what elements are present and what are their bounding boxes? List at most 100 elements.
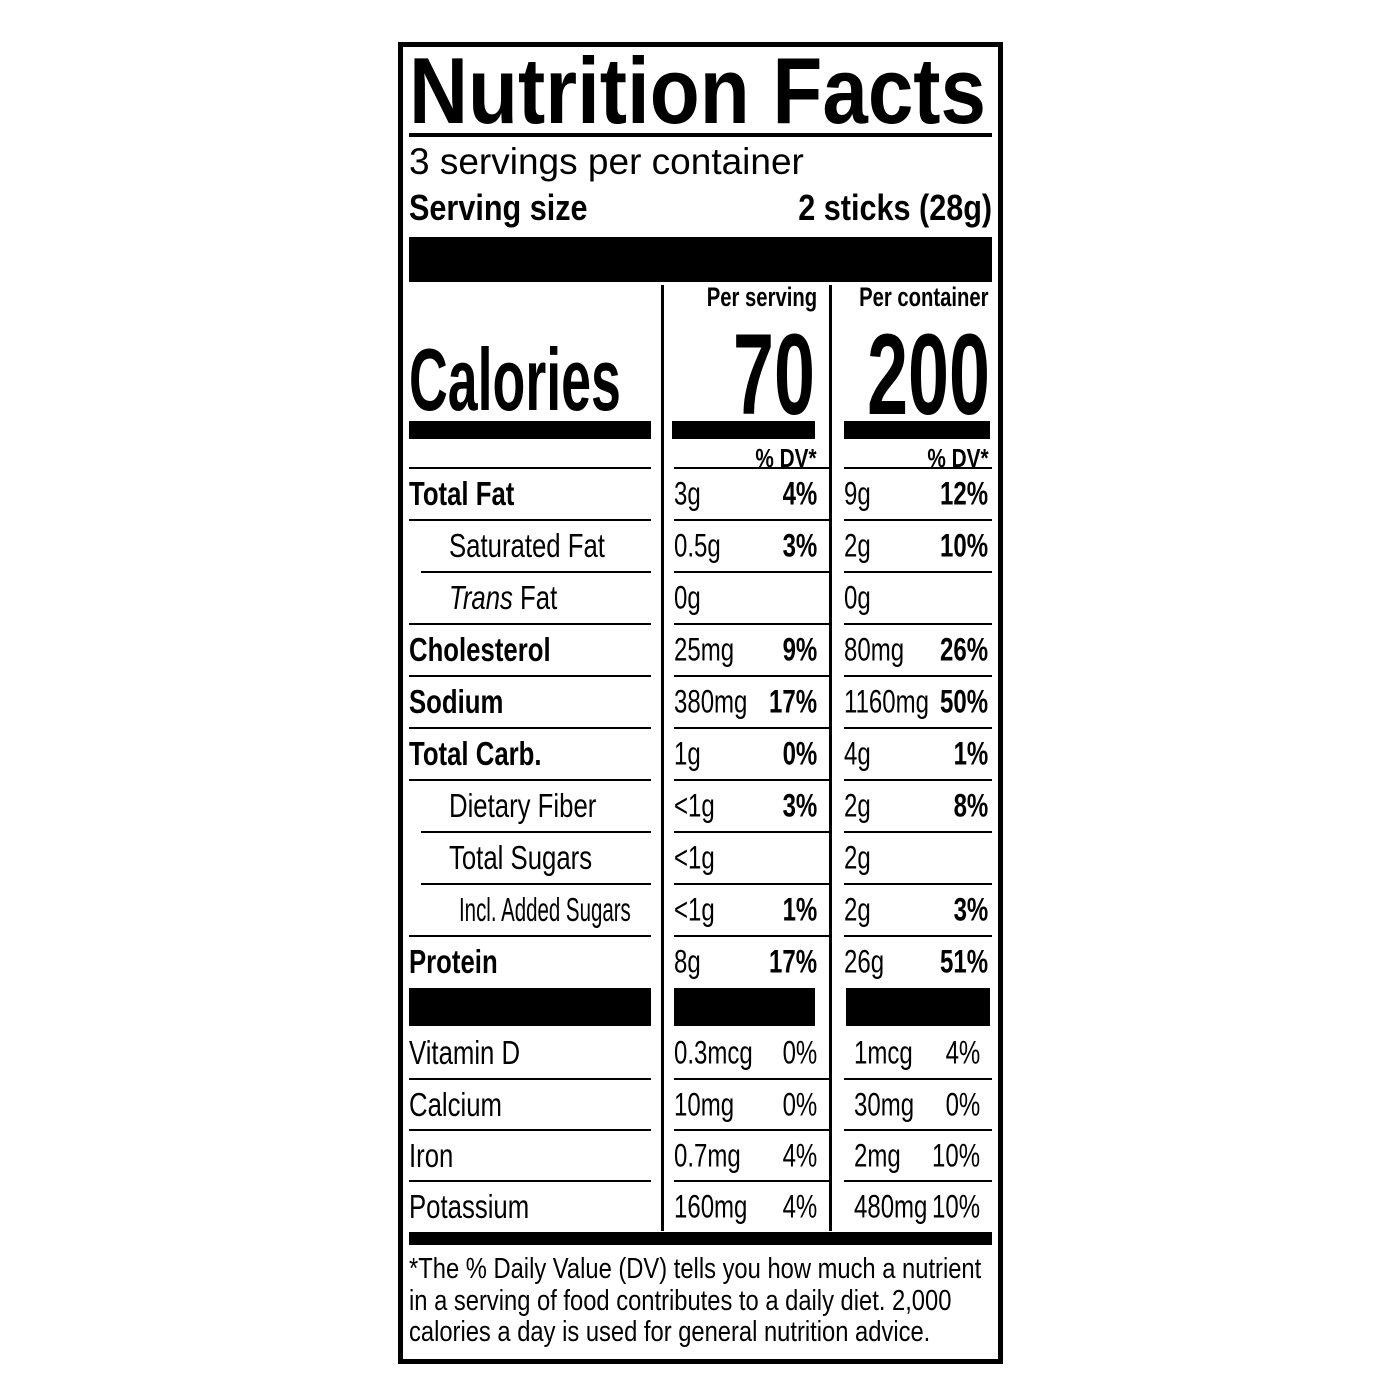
amount-per-container: 2mg bbox=[854, 1137, 901, 1173]
dv-per-serving: 17% bbox=[768, 683, 817, 720]
dv-per-serving: 4% bbox=[782, 1188, 817, 1224]
dv-per-container: 51% bbox=[939, 943, 988, 980]
dv-header-serving: % DV* bbox=[755, 443, 817, 473]
nutrient-name: Iron bbox=[409, 1136, 454, 1174]
calories-section: Calories Per serving 70 % DV* Per contai… bbox=[409, 282, 992, 473]
dv-per-serving: 1% bbox=[782, 891, 817, 928]
nutrient-row-potassium: Potassium 160mg 4% 480mg 10% bbox=[409, 1180, 992, 1231]
amount-per-serving: 1g bbox=[674, 735, 701, 772]
amount-per-serving: <1g bbox=[674, 839, 715, 876]
nutrient-name: Total Carb. bbox=[409, 735, 542, 772]
nutrient-name: Dietary Fiber bbox=[449, 787, 597, 824]
dv-per-serving: 17% bbox=[768, 943, 817, 980]
label-title-text: Nutrition Facts bbox=[409, 38, 987, 143]
footnote: *The % Daily Value (DV) tells you how mu… bbox=[409, 1245, 992, 1349]
dv-per-serving: 0% bbox=[782, 1034, 817, 1070]
amount-per-container: 2g bbox=[844, 527, 871, 564]
dv-per-serving: 4% bbox=[782, 475, 817, 512]
nutrient-row-sodium: Sodium 380mg 17% 1160mg 50% bbox=[409, 675, 992, 727]
nutrient-row-total-sugars: Total Sugars <1g 2g bbox=[409, 831, 992, 883]
amount-per-container: 480mg bbox=[854, 1188, 928, 1224]
divider-bar-segment bbox=[846, 988, 990, 1026]
amount-per-serving: <1g bbox=[674, 787, 715, 824]
amount-per-container: 80mg bbox=[844, 631, 905, 668]
nutrient-row-saturated-fat: Saturated Fat 0.5g 3% 2g 10% bbox=[409, 519, 992, 571]
thick-divider-bar-top bbox=[409, 237, 992, 282]
amount-per-serving: 0.3mcg bbox=[674, 1034, 753, 1070]
nutrient-name: Vitamin D bbox=[409, 1033, 521, 1071]
serving-size-label: Serving size bbox=[409, 187, 588, 228]
calories-underline-bar bbox=[844, 421, 990, 439]
amount-per-container: 2g bbox=[844, 787, 871, 824]
nutrient-row-vitamin-d: Vitamin D 0.3mcg 0% 1mcg 4% bbox=[409, 1027, 992, 1078]
nutrient-row-calcium: Calcium 10mg 0% 30mg 0% bbox=[409, 1078, 992, 1129]
nutrient-row-trans-fat: Trans Fat 0g 0g bbox=[409, 571, 992, 623]
amount-per-serving: <1g bbox=[674, 891, 715, 928]
per-serving-column: Per serving 70 % DV* bbox=[661, 282, 829, 473]
calories-label-column: Calories bbox=[409, 285, 661, 467]
amount-per-container: 9g bbox=[844, 475, 871, 512]
dv-per-serving: 0% bbox=[782, 735, 817, 772]
per-serving-header: Per serving bbox=[706, 282, 817, 312]
nutrient-name: Trans Fat bbox=[449, 579, 558, 616]
nutrient-name: Saturated Fat bbox=[449, 527, 605, 564]
nutrient-name: Cholesterol bbox=[409, 631, 551, 668]
nutrient-name: Protein bbox=[409, 943, 498, 980]
amount-per-serving: 8g bbox=[674, 943, 701, 980]
nutrient-name: Total Fat bbox=[409, 475, 515, 512]
nutrient-row-cholesterol: Cholesterol 25mg 9% 80mg 26% bbox=[409, 623, 992, 675]
amount-per-container: 2g bbox=[844, 891, 871, 928]
dv-per-container: 10% bbox=[931, 1188, 980, 1224]
divider-bar-segment bbox=[409, 988, 651, 1026]
nutrition-facts-label: Nutrition Facts 3 servings per container… bbox=[398, 42, 1003, 1364]
nutrient-row-total-carb: Total Carb. 1g 0% 4g 1% bbox=[409, 727, 992, 779]
dv-per-container: 10% bbox=[931, 1137, 980, 1173]
amount-per-serving: 0.5g bbox=[674, 527, 721, 564]
dv-per-container: 8% bbox=[953, 787, 988, 824]
amount-per-serving: 25mg bbox=[674, 631, 735, 668]
thick-divider-bar-middle bbox=[409, 987, 992, 1027]
nutrient-row-added-sugars: Incl. Added Sugars <1g 1% 2g 3% bbox=[409, 883, 992, 935]
calories-per-container-value: 200 bbox=[867, 311, 990, 440]
dv-per-container: 10% bbox=[939, 527, 988, 564]
dv-per-container: 4% bbox=[945, 1034, 980, 1070]
servings-per-container: 3 servings per container bbox=[409, 141, 804, 182]
nutrient-name: Total Sugars bbox=[449, 839, 593, 876]
serving-size-row: Serving size 2 sticks (28g) bbox=[409, 185, 992, 231]
per-container-header: Per container bbox=[859, 282, 989, 312]
amount-per-serving: 380mg bbox=[674, 683, 748, 720]
dv-per-container: 0% bbox=[945, 1086, 980, 1122]
dv-per-serving: 4% bbox=[782, 1137, 817, 1173]
dv-per-serving: 3% bbox=[782, 527, 817, 564]
label-title: Nutrition Facts bbox=[409, 38, 992, 143]
calories-label: Calories bbox=[409, 329, 621, 429]
nutrient-name: Potassium bbox=[409, 1187, 530, 1225]
dv-per-serving: 0% bbox=[782, 1086, 817, 1122]
amount-per-container: 0g bbox=[844, 579, 871, 616]
footnote-text: *The % Daily Value (DV) tells you how mu… bbox=[409, 1253, 982, 1348]
amount-per-container: 26g bbox=[844, 943, 885, 980]
divider-bar-segment bbox=[674, 988, 815, 1026]
amount-per-container: 2g bbox=[844, 839, 871, 876]
dv-per-container: 12% bbox=[939, 475, 988, 512]
nutrient-row-total-fat: Total Fat 3g 4% 9g 12% bbox=[409, 467, 992, 519]
calories-underline-bar bbox=[672, 421, 815, 439]
dv-per-serving: 9% bbox=[782, 631, 817, 668]
calories-per-serving-value: 70 bbox=[733, 311, 815, 440]
amount-per-serving: 0g bbox=[674, 579, 701, 616]
dv-per-container: 26% bbox=[939, 631, 988, 668]
amount-per-container: 1mcg bbox=[854, 1034, 913, 1070]
nutrient-name: Incl. Added Sugars bbox=[459, 891, 631, 928]
nutrient-row-iron: Iron 0.7mg 4% 2mg 10% bbox=[409, 1129, 992, 1180]
calories-underline-bar bbox=[409, 421, 651, 439]
dv-per-serving: 3% bbox=[782, 787, 817, 824]
dv-per-container: 3% bbox=[953, 891, 988, 928]
nutrient-row-protein: Protein 8g 17% 26g 51% bbox=[409, 935, 992, 987]
amount-per-container: 1160mg bbox=[844, 683, 929, 720]
thick-divider-bar-bottom bbox=[409, 1232, 992, 1245]
nutrient-name: Calcium bbox=[409, 1085, 502, 1123]
nutrient-row-dietary-fiber: Dietary Fiber <1g 3% 2g 8% bbox=[409, 779, 992, 831]
amount-per-container: 30mg bbox=[854, 1086, 915, 1122]
amount-per-serving: 0.7mg bbox=[674, 1137, 741, 1173]
